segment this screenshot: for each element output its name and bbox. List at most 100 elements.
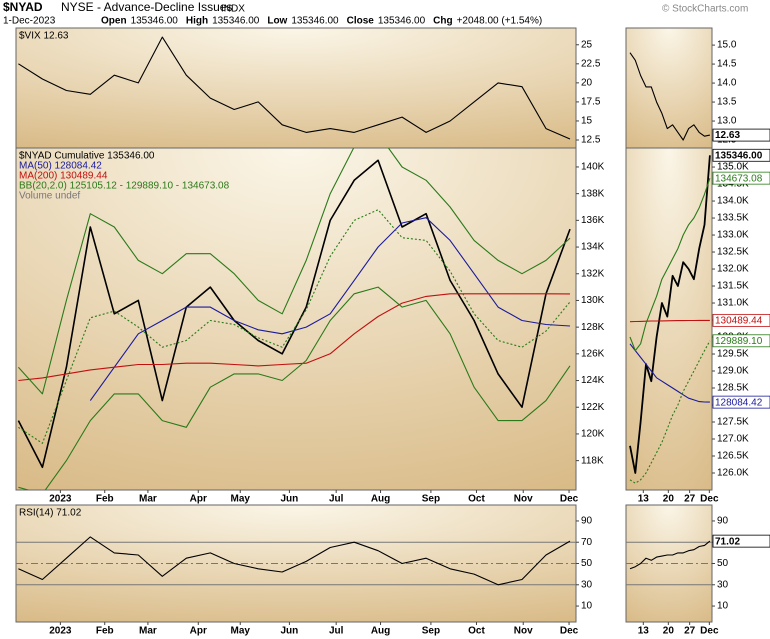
y-tick-label: 138K [581, 188, 605, 199]
series-line [629, 178, 711, 352]
quote-label: Low [267, 16, 287, 27]
quote-bar: Open 135346.00 High 135346.00 Low 135346.00 Cl… [101, 16, 542, 27]
legend-entry: $VIX 12.63 [19, 31, 69, 42]
panel-background [15, 27, 577, 149]
x-tick-label: Oct [468, 494, 485, 505]
y-tick-label: 131.5K [717, 281, 749, 292]
plot-area [626, 540, 712, 586]
y-tick-label: 20 [581, 77, 593, 88]
y-tick-label: 14.0 [717, 78, 737, 89]
x-tick-label: Apr [190, 494, 207, 505]
y-tick-label: 127.0K [717, 434, 749, 445]
quote-label: Open [101, 16, 127, 27]
x-tick-label: Nov [514, 494, 533, 505]
x-tick-label: 2023 [49, 626, 72, 637]
last-value-box [712, 128, 770, 142]
series-line [629, 540, 711, 570]
series-line [629, 343, 710, 403]
y-tick-label: 15 [581, 116, 593, 127]
panel-background [15, 147, 577, 491]
series-line [17, 148, 571, 395]
x-tick-label: Dec [560, 626, 579, 637]
y-tick-label: 140K [581, 162, 605, 173]
x-tick-label: Apr [190, 626, 207, 637]
x-tick-label: 13 [638, 494, 650, 505]
y-tick-label: 70 [581, 537, 593, 548]
y-tick-label: 12.5 [581, 135, 601, 146]
x-tick-label: Aug [371, 626, 390, 637]
y-tick-label: 132K [581, 268, 605, 279]
symbol: $NYAD [3, 0, 43, 14]
legend-entry: MA(200) 130489.44 [19, 171, 108, 182]
y-tick-label: 90 [717, 516, 729, 527]
last-value-box [712, 313, 770, 327]
y-tick-label: 120K [581, 429, 605, 440]
quote-value: 135346.00 [378, 16, 426, 27]
quote-label: High [186, 16, 208, 27]
y-tick-label: 126K [581, 348, 605, 359]
quote-label: Close [347, 16, 375, 27]
last-value-label: 12.63 [715, 130, 740, 141]
last-value-label: 71.02 [715, 536, 740, 547]
y-tick-label: 131.0K [717, 298, 749, 309]
series-line [18, 209, 571, 444]
y-tick-label: 25 [581, 39, 593, 50]
x-tick-label: Oct [468, 626, 485, 637]
y-tick-label: 90 [581, 516, 593, 527]
y-tick-label: 30 [717, 579, 729, 590]
plot-area [18, 36, 571, 140]
last-value-label: 128084.42 [715, 397, 763, 408]
y-tick-label: 129.5K [717, 349, 749, 360]
y-tick-label: 13.5 [717, 97, 737, 108]
quote-value: +2048.00 (+1.54%) [457, 16, 543, 27]
x-tick-label: Feb [96, 626, 114, 637]
y-tick-label: 50 [717, 558, 729, 569]
y-tick-label: 134.0K [717, 196, 749, 207]
y-tick-label: 122K [581, 402, 605, 413]
series-line [629, 319, 710, 323]
plot-area [17, 148, 571, 490]
series-line [18, 293, 571, 382]
exchange: INDX [221, 4, 245, 15]
last-value-box [712, 334, 770, 348]
last-value-box [712, 171, 770, 185]
plot-area [629, 52, 711, 141]
x-tick-label: Nov [514, 626, 533, 637]
x-tick-label: 2023 [49, 494, 72, 505]
legend-entry: MA(50) 128084.42 [19, 161, 102, 172]
y-tick-label: 13.0 [717, 116, 737, 127]
panel-background [625, 504, 713, 623]
x-tick-label: Mar [139, 626, 157, 637]
y-tick-label: 17.5 [581, 97, 601, 108]
last-value-label: 134673.08 [715, 173, 763, 184]
series-line [629, 155, 711, 474]
plot-area [629, 155, 711, 484]
last-value-label: 129889.10 [715, 336, 763, 347]
x-tick-label: Jul [329, 494, 344, 505]
series-line [629, 52, 711, 141]
y-tick-label: 14.5 [717, 59, 737, 70]
series-line [89, 217, 571, 401]
x-tick-label: 13 [638, 626, 650, 637]
y-tick-label: 132.5K [717, 247, 749, 258]
y-tick-label: 133.0K [717, 230, 749, 241]
y-tick-label: 128K [581, 322, 605, 333]
x-tick-label: Feb [96, 494, 114, 505]
x-tick-label: Dec [560, 494, 579, 505]
quote-value: 135346.00 [131, 16, 179, 27]
y-tick-label: 22.5 [581, 58, 601, 69]
last-value-box [712, 534, 770, 548]
y-tick-label: 124K [581, 375, 605, 386]
x-tick-label: Jun [281, 626, 299, 637]
y-tick-label: 15.0 [717, 40, 737, 51]
quote-label: Chg [433, 16, 452, 27]
plot-area [16, 536, 576, 586]
x-tick-label: Sep [422, 626, 440, 637]
y-tick-label: 133.5K [717, 213, 749, 224]
x-tick-label: Jul [329, 626, 344, 637]
x-tick-label: 27 [684, 626, 696, 637]
last-value-box [712, 395, 770, 409]
y-tick-label: 50 [581, 558, 593, 569]
series-line [629, 340, 711, 484]
x-tick-label: 20 [663, 626, 675, 637]
